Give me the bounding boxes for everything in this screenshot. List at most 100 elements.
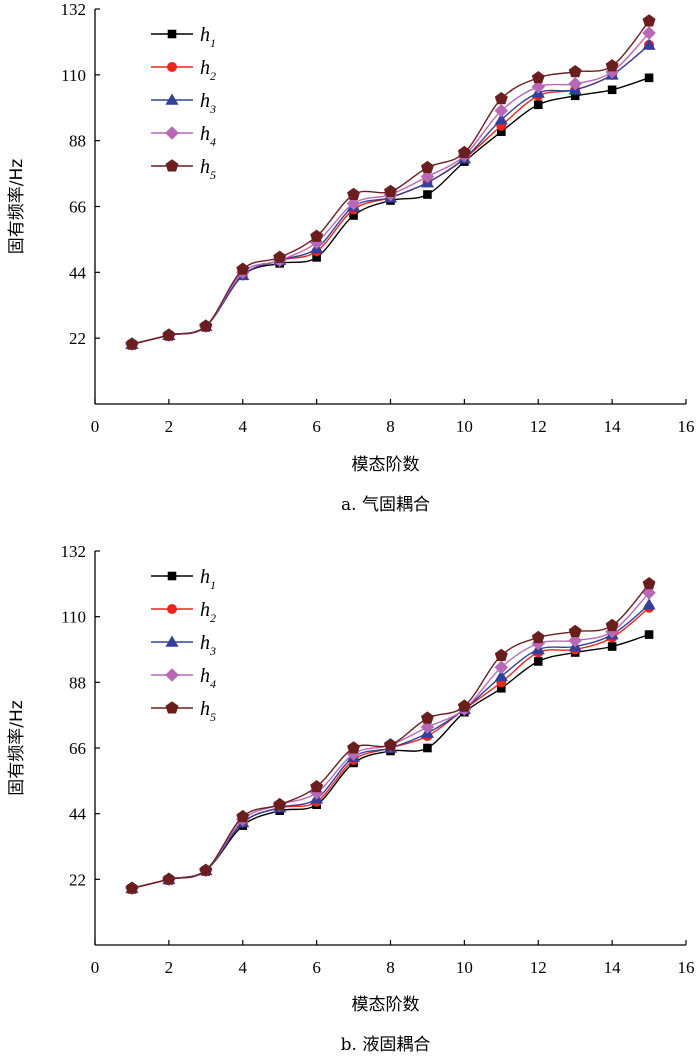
x-tick-label: 0 bbox=[91, 958, 100, 977]
x-tick-label: 12 bbox=[530, 417, 547, 436]
legend-item-h2: h2 bbox=[151, 599, 216, 625]
legend-label-name: h bbox=[200, 57, 210, 79]
data-point bbox=[162, 872, 176, 885]
data-point bbox=[531, 71, 545, 84]
legend-label-name: h bbox=[200, 24, 210, 46]
x-tick-label: 8 bbox=[386, 417, 395, 436]
data-point bbox=[273, 250, 287, 263]
legend-marker bbox=[167, 62, 177, 72]
data-point bbox=[605, 65, 619, 79]
y-tick-label: 22 bbox=[69, 329, 86, 348]
x-tick-label: 0 bbox=[91, 417, 100, 436]
data-point bbox=[642, 38, 656, 50]
data-point bbox=[533, 657, 543, 666]
data-point bbox=[607, 85, 617, 95]
data-point bbox=[642, 585, 656, 600]
legend-label: h5 bbox=[200, 156, 216, 182]
legend-label-subscript: 3 bbox=[209, 644, 216, 658]
legend-label-subscript: 5 bbox=[210, 168, 216, 182]
data-point bbox=[497, 127, 506, 136]
legend-item-h5: h5 bbox=[151, 156, 216, 182]
legend-label-name: h bbox=[200, 156, 210, 178]
data-point bbox=[644, 73, 654, 83]
data-point bbox=[605, 59, 619, 72]
series-h1 bbox=[127, 73, 654, 349]
data-point bbox=[421, 160, 434, 174]
data-point bbox=[349, 211, 358, 220]
x-tick-label: 10 bbox=[456, 417, 473, 436]
legend-label-name: h bbox=[200, 123, 210, 145]
data-point bbox=[310, 780, 324, 793]
data-point bbox=[423, 190, 432, 199]
data-point bbox=[494, 103, 509, 118]
legend-label-name: h bbox=[200, 599, 210, 621]
data-point bbox=[421, 711, 434, 724]
legend-marker bbox=[167, 29, 177, 39]
legend-marker bbox=[165, 635, 179, 647]
data-point bbox=[347, 741, 360, 754]
series-line bbox=[131, 77, 650, 345]
data-point bbox=[312, 253, 321, 262]
x-tick-label: 16 bbox=[678, 958, 695, 977]
data-point bbox=[494, 92, 508, 105]
x-tick-label: 8 bbox=[386, 958, 395, 977]
x-tick-label: 14 bbox=[604, 417, 622, 436]
data-point bbox=[568, 65, 582, 78]
legend-item-h1: h1 bbox=[151, 24, 216, 50]
y-tick-label: 22 bbox=[69, 870, 86, 889]
data-point bbox=[494, 113, 508, 125]
legend-label-subscript: 3 bbox=[209, 102, 216, 116]
legend-label-subscript: 2 bbox=[210, 69, 216, 83]
y-tick-label: 132 bbox=[61, 0, 87, 19]
data-point bbox=[607, 642, 617, 651]
legend-label-name: h bbox=[200, 90, 210, 112]
series-h5 bbox=[125, 14, 656, 350]
data-point bbox=[423, 743, 432, 753]
legend-label-subscript: 1 bbox=[210, 36, 216, 50]
y-axis-title: 固有频率/Hz bbox=[7, 700, 27, 796]
data-point bbox=[457, 699, 471, 712]
data-point bbox=[310, 229, 324, 242]
data-point bbox=[642, 26, 656, 40]
legend-label-subscript: 4 bbox=[210, 677, 216, 691]
y-tick-label: 44 bbox=[69, 805, 87, 824]
data-point bbox=[568, 624, 582, 638]
legend-item-h5: h5 bbox=[151, 698, 216, 724]
y-tick-label: 110 bbox=[61, 66, 86, 85]
data-point bbox=[384, 184, 397, 197]
data-point bbox=[642, 598, 656, 610]
data-point bbox=[494, 669, 508, 682]
x-axis-title: 模态阶数 bbox=[352, 995, 420, 1015]
legend-item-h3: h3 bbox=[151, 632, 216, 658]
x-tick-label: 14 bbox=[604, 958, 622, 977]
legend-label: h2 bbox=[200, 57, 216, 83]
legend-label: h3 bbox=[200, 90, 216, 116]
legend-marker bbox=[165, 701, 179, 714]
data-point bbox=[533, 100, 543, 110]
data-point bbox=[273, 797, 287, 811]
x-tick-label: 16 bbox=[678, 417, 695, 436]
data-point bbox=[236, 262, 250, 275]
data-point bbox=[568, 633, 582, 648]
legend-label: h5 bbox=[200, 698, 216, 724]
legend-item-h4: h4 bbox=[151, 665, 216, 691]
legend-item-h3: h3 bbox=[151, 90, 216, 116]
legend-label-name: h bbox=[200, 632, 210, 654]
y-tick-label: 88 bbox=[69, 673, 86, 692]
data-point bbox=[346, 196, 361, 211]
legend-label: h3 bbox=[200, 632, 216, 658]
legend-label-subscript: 1 bbox=[210, 578, 216, 592]
x-tick-label: 12 bbox=[530, 958, 547, 977]
y-axis-title: 固有频率/Hz bbox=[7, 159, 27, 255]
data-point bbox=[494, 660, 509, 675]
legend-label-subscript: 2 bbox=[210, 611, 216, 625]
y-tick-label: 44 bbox=[69, 263, 87, 282]
legend-item-h4: h4 bbox=[151, 123, 216, 149]
data-point bbox=[125, 337, 139, 350]
data-point bbox=[531, 80, 546, 94]
x-tick-label: 6 bbox=[312, 417, 321, 436]
